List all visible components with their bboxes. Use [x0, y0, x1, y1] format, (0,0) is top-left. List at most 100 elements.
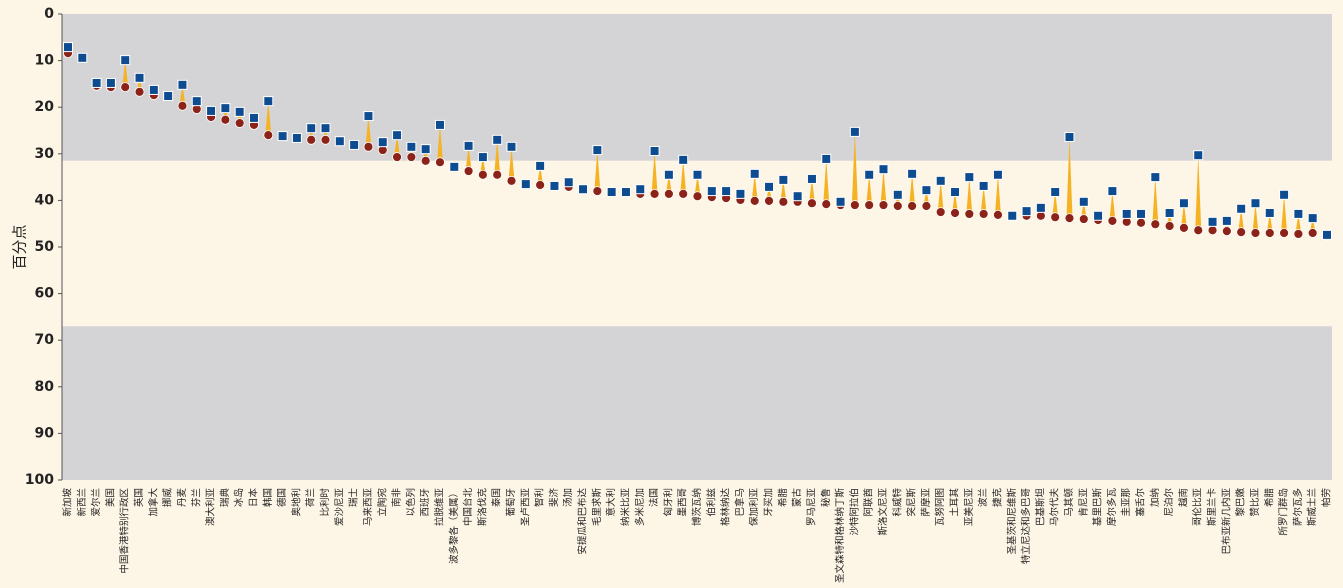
y-tick-label: 60 — [35, 286, 55, 302]
square-marker — [635, 184, 646, 195]
dot — [1207, 225, 1218, 236]
square-marker — [1078, 196, 1089, 207]
arrow — [780, 179, 787, 202]
dot — [363, 141, 374, 152]
square-marker — [1307, 213, 1318, 224]
square-marker — [563, 177, 574, 188]
x-tick-label: 黎巴嫩 — [1235, 488, 1247, 517]
square-marker — [506, 141, 517, 152]
x-tick-label: 越南 — [1177, 488, 1189, 507]
dot — [1236, 227, 1247, 237]
dot — [649, 188, 660, 199]
dot — [935, 207, 946, 217]
square-marker — [191, 96, 202, 107]
square-marker — [907, 168, 918, 179]
x-tick-label: 匈牙利 — [662, 488, 674, 517]
dot — [1193, 225, 1204, 236]
square-marker — [606, 187, 617, 198]
y-axis-label: 百分点 — [11, 224, 29, 269]
square-marker — [377, 137, 388, 148]
square-marker — [592, 145, 603, 156]
dot — [1279, 228, 1289, 238]
arrow — [966, 177, 973, 214]
dot — [177, 100, 188, 111]
x-tick-label: 立陶宛 — [376, 488, 388, 517]
x-tick-label: 挪威 — [162, 488, 174, 508]
x-tick-label: 丹麦 — [176, 488, 188, 508]
square-marker — [1050, 187, 1061, 198]
square-marker — [792, 191, 803, 202]
square-marker — [706, 186, 717, 197]
x-tick-label: 摩尔多瓦 — [1106, 488, 1118, 527]
square-marker — [148, 84, 159, 95]
arrow — [1252, 203, 1259, 234]
square-marker — [950, 187, 961, 198]
square-marker — [1322, 229, 1332, 240]
x-tick-label: 格林纳达 — [720, 488, 732, 527]
x-tick-label: 圣基茨和尼维斯 — [1006, 488, 1018, 555]
x-tick-label: 萨尔瓦多 — [1292, 488, 1304, 526]
x-tick-label: 罗马尼亚 — [806, 488, 817, 527]
dot — [263, 130, 274, 141]
dot — [978, 209, 989, 219]
square-marker — [964, 172, 975, 183]
x-tick-label: 毛里求斯 — [591, 488, 603, 527]
x-tick-label: 保加利亚 — [748, 488, 760, 527]
x-tick-label: 冰岛 — [233, 488, 245, 507]
square-marker — [1035, 202, 1046, 213]
x-tick-label: 安提瓜和巴布达 — [577, 488, 589, 555]
arrow — [980, 185, 987, 214]
x-tick-label: 美国 — [104, 488, 116, 507]
square-marker — [935, 175, 946, 186]
x-tick-label: 葡萄牙 — [505, 488, 517, 517]
x-tick-label: 斯里兰卡 — [1206, 488, 1218, 527]
arrow — [179, 84, 186, 106]
x-tick-label: 德国 — [276, 488, 288, 507]
square-marker — [1193, 150, 1204, 161]
arrow — [851, 131, 858, 206]
dot — [1221, 226, 1232, 237]
arrow — [1295, 213, 1302, 234]
square-marker — [878, 164, 889, 175]
square-marker — [1093, 210, 1104, 221]
x-tick-label: 马尔代夫 — [1049, 488, 1061, 527]
arrow — [952, 192, 959, 213]
dot — [1293, 229, 1304, 239]
square-marker — [921, 185, 932, 196]
x-tick-label: 塞舌尔 — [1135, 488, 1147, 517]
dot — [1264, 228, 1275, 238]
square-marker — [1178, 198, 1189, 209]
x-tick-label: 沙特阿拉伯 — [848, 488, 860, 536]
x-tick-label: 巴基斯坦 — [1034, 488, 1046, 527]
dot — [878, 200, 889, 210]
x-tick-label: 亚美尼亚 — [963, 488, 975, 527]
arrow — [680, 159, 687, 194]
arrow — [122, 60, 129, 88]
arrow — [937, 180, 944, 213]
arrow — [866, 174, 873, 206]
dot — [1050, 212, 1061, 223]
arrow — [823, 158, 830, 205]
dot — [506, 175, 517, 186]
band — [62, 326, 1332, 480]
arrow — [365, 116, 372, 147]
arrow — [594, 150, 601, 192]
square-marker — [134, 72, 145, 83]
arrow — [465, 145, 472, 172]
x-tick-label: 拉脱维亚 — [433, 488, 445, 527]
x-tick-label: 南非 — [391, 488, 403, 508]
x-tick-label: 阿联酋 — [863, 488, 875, 517]
x-tick-label: 赞比亚 — [1249, 488, 1261, 517]
x-tick-label: 澳大利亚 — [205, 488, 217, 527]
arrow — [665, 174, 672, 194]
arrow — [436, 124, 443, 163]
x-tick-label: 基里巴斯 — [1092, 488, 1104, 527]
y-tick-label: 90 — [35, 425, 55, 441]
square-marker — [1150, 172, 1161, 183]
arrow — [1281, 194, 1288, 234]
square-marker — [220, 103, 231, 114]
x-tick-label: 爱沙尼亚 — [333, 488, 345, 527]
x-tick-label: 芬兰 — [190, 488, 202, 507]
square-marker — [1250, 198, 1261, 209]
